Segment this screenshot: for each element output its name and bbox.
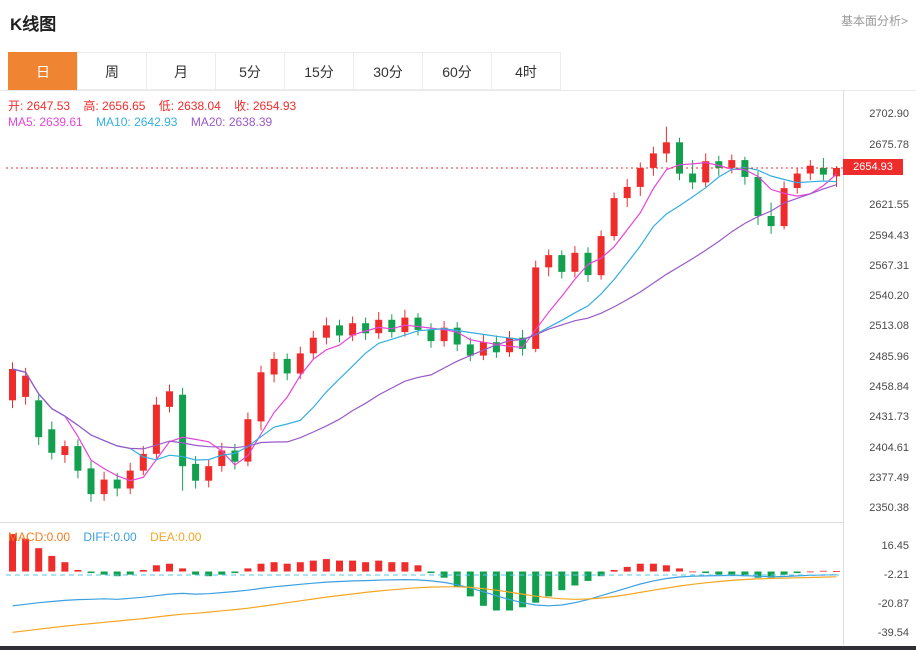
price-axis-label: 2458.84 — [869, 381, 909, 394]
price-axis-label: 2702.90 — [869, 108, 909, 121]
price-axis-label: 2567.31 — [869, 259, 909, 272]
candlestick-chart[interactable] — [6, 92, 843, 522]
price-axis-label: 2431.73 — [869, 411, 909, 424]
tab-day[interactable]: 日 — [8, 52, 78, 90]
macd-chart[interactable] — [6, 524, 843, 644]
price-axis-label: 2377.49 — [869, 471, 909, 484]
open-value: 开: 2647.53 — [8, 99, 71, 113]
page-title: K线图 — [10, 15, 57, 34]
tab-month[interactable]: 月 — [146, 52, 216, 90]
price-axis-label: 2594.43 — [869, 229, 909, 242]
fundamental-analysis-link[interactable]: 基本面分析> — [840, 14, 908, 28]
price-axis-label: 2540.20 — [869, 290, 909, 303]
price-axis-label: 2513.08 — [869, 320, 909, 333]
macd-legend: MACD:0.00 DIFF:0.00 DEA:0.00 — [8, 530, 211, 544]
ma10-value: MA10: 2642.93 — [96, 115, 178, 129]
macd-axis-label: -2.21 — [883, 568, 909, 581]
macd-axis-label: 16.45 — [881, 539, 909, 552]
tab-5min[interactable]: 5分 — [215, 52, 285, 90]
ma-legend: MA5: 2639.61 MA10: 2642.93 MA20: 2638.39 — [8, 115, 282, 129]
dea-value: DEA:0.00 — [150, 530, 202, 544]
ohlc-legend: 开: 2647.53 高: 2656.65 低: 2638.04 收: 2654… — [8, 97, 306, 114]
tab-60min[interactable]: 60分 — [422, 52, 492, 90]
price-axis-label: 2675.78 — [869, 138, 909, 151]
interval-tabbar: 日周月 5分 15分 30分 60分 4时 — [0, 52, 916, 91]
panel-divider — [0, 522, 843, 523]
price-axis-label: 2485.96 — [869, 350, 909, 363]
diff-value: DIFF:0.00 — [83, 530, 137, 544]
macd-axis-label: -20.87 — [877, 598, 909, 611]
macd-value: MACD:0.00 — [8, 530, 71, 544]
close-value: 收: 2654.93 — [234, 99, 297, 113]
price-axis-label: 2350.38 — [869, 502, 909, 515]
low-value: 低: 2638.04 — [158, 99, 221, 113]
tab-15min[interactable]: 15分 — [284, 52, 354, 90]
tab-4hour[interactable]: 4时 — [491, 52, 561, 90]
price-axis-label: 2404.61 — [869, 441, 909, 454]
high-value: 高: 2656.65 — [83, 99, 146, 113]
current-price-tag: 2654.93 — [843, 159, 903, 176]
price-axis: 2702.90 2675.78 2621.55 2594.43 2567.31 2540.… — [843, 91, 916, 645]
macd-axis-label: -39.54 — [877, 627, 909, 640]
ma5-value: MA5: 2639.61 — [8, 115, 83, 129]
chart-area: 开: 2647.53 高: 2656.65 低: 2638.04 收: 2654… — [0, 91, 916, 646]
ma20-value: MA20: 2638.39 — [190, 115, 273, 129]
tab-week[interactable]: 周 — [77, 52, 147, 90]
tab-30min[interactable]: 30分 — [353, 52, 423, 90]
price-axis-label: 2621.55 — [869, 199, 909, 212]
